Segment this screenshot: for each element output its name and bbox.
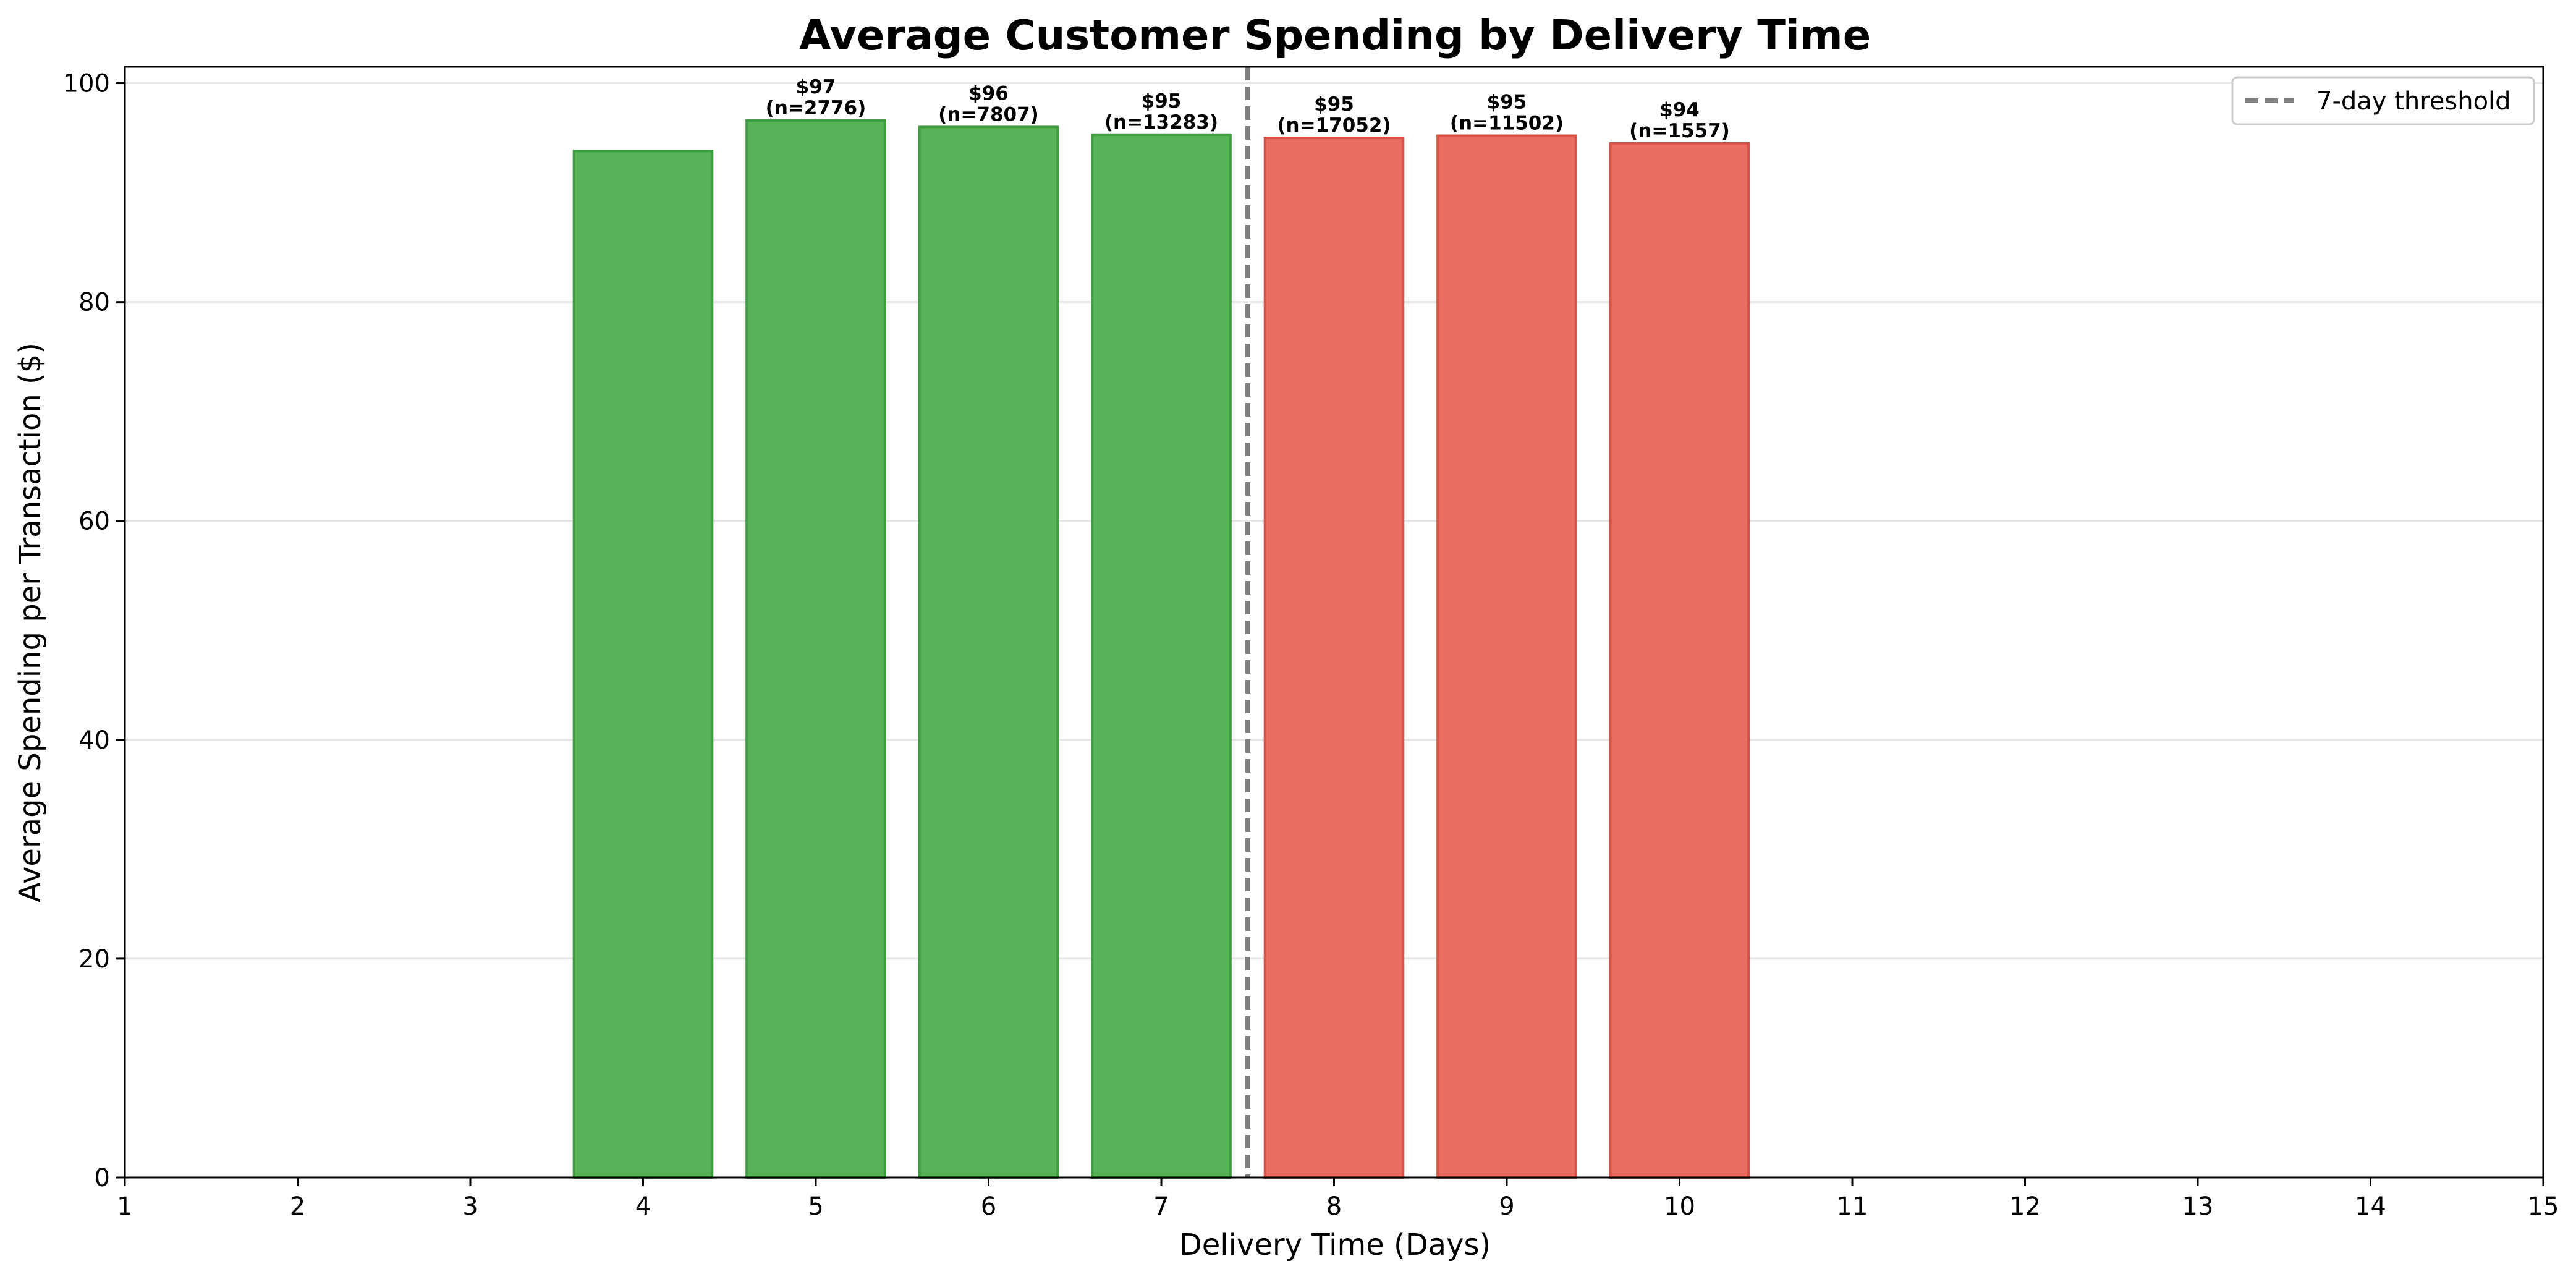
chart-title: Average Customer Spending by Delivery Ti…: [799, 11, 1871, 59]
x-tick-label: 1: [117, 1192, 132, 1221]
bar-day-10: [1609, 142, 1750, 1179]
bar-day-8: [1263, 137, 1405, 1179]
x-tick-label: 14: [2355, 1192, 2386, 1221]
bar-count-label: (n=7807): [938, 103, 1039, 125]
legend: 7-day threshold: [2231, 76, 2535, 125]
y-tick-label: 0: [95, 1164, 110, 1192]
bar-day-5: [745, 119, 886, 1179]
x-tick-label: 9: [1499, 1192, 1514, 1221]
bar-value-label: $95: [1487, 91, 1527, 114]
bar-day-4: [572, 150, 714, 1179]
y-tick-label: 100: [63, 70, 110, 98]
bar-value-label: $95: [1314, 93, 1354, 116]
y-tick-label: 40: [78, 726, 110, 755]
y-axis-label: Average Spending per Transaction ($): [13, 342, 48, 902]
x-tick-label: 5: [808, 1192, 823, 1221]
x-tick-label: 4: [635, 1192, 651, 1221]
bar-day-9: [1436, 134, 1577, 1179]
bar-day-6: [918, 125, 1059, 1179]
y-tick-label: 80: [78, 289, 110, 317]
x-tick-label: 10: [1664, 1192, 1695, 1221]
bar-count-label: (n=2776): [766, 97, 866, 119]
x-tick-label: 15: [2528, 1192, 2559, 1221]
x-tick-label: 12: [2009, 1192, 2041, 1221]
bar-value-label: $96: [968, 82, 1009, 104]
bar-count-label: (n=11502): [1450, 112, 1564, 135]
y-tick-label: 60: [78, 507, 110, 536]
x-tick-label: 8: [1326, 1192, 1342, 1221]
bars-layer: [572, 119, 1750, 1179]
x-tick-label: 11: [1837, 1192, 1868, 1221]
bar-value-label: $95: [1142, 90, 1182, 112]
legend-threshold-label: 7-day threshold: [2316, 87, 2511, 116]
x-tick-label: 2: [290, 1192, 305, 1221]
x-tick-label: 3: [462, 1192, 478, 1221]
x-axis-label: Delivery Time (Days): [1179, 1228, 1491, 1262]
bar-value-label: $94: [1659, 99, 1700, 121]
bar-day-7: [1091, 133, 1232, 1179]
y-tick-label: 20: [78, 945, 110, 974]
bar-count-label: (n=1557): [1629, 120, 1730, 142]
bar-count-label: (n=17052): [1277, 114, 1391, 137]
x-tick-label: 6: [981, 1192, 996, 1221]
bar-value-label: $97: [796, 76, 836, 98]
x-tick-label: 7: [1153, 1192, 1169, 1221]
data-labels-layer: $97(n=2776)$96(n=7807)$95(n=13283)$95(n=…: [766, 76, 1730, 142]
legend-box: [2231, 76, 2535, 125]
x-tick-label: 13: [2182, 1192, 2214, 1221]
bar-count-label: (n=13283): [1104, 111, 1218, 134]
